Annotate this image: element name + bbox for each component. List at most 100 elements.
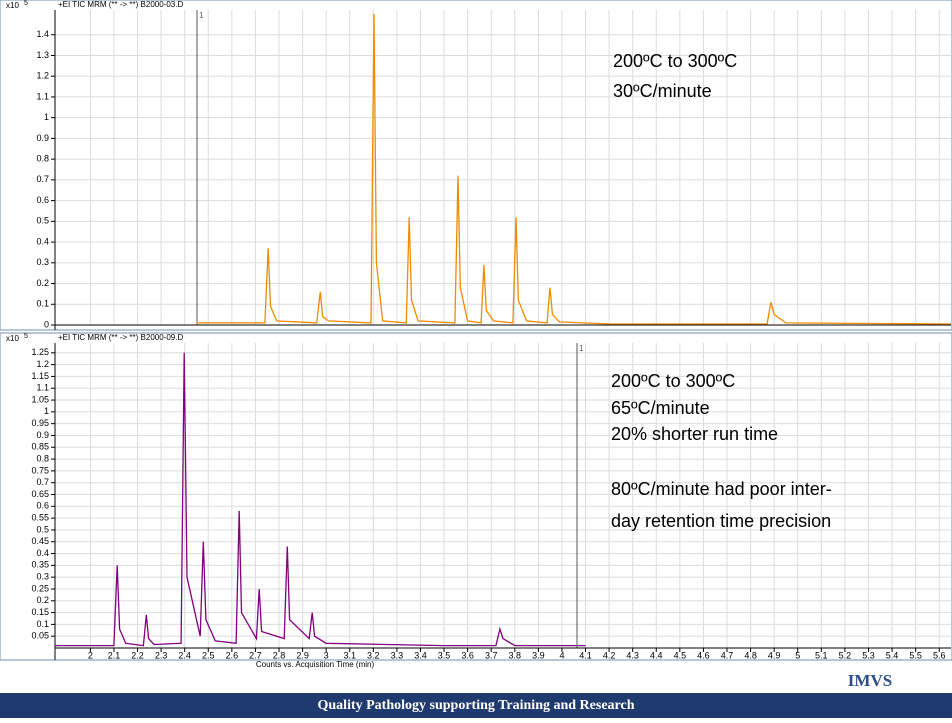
y-tick-label: 0.15 xyxy=(31,607,49,617)
y-tick-label: 1.25 xyxy=(31,347,49,357)
x-tick-label: 5 xyxy=(795,650,800,660)
x-tick-label: 2.2 xyxy=(131,650,144,660)
y-tick-label: 0.4 xyxy=(36,548,49,558)
x-tick-label: 4.5 xyxy=(674,650,687,660)
trace xyxy=(55,352,586,647)
y-tick-label: 0.3 xyxy=(36,572,49,582)
x-tick-label: 2.4 xyxy=(178,650,191,660)
y-tick-label: 0.35 xyxy=(31,560,49,570)
y-tick-label: 0.9 xyxy=(36,133,49,143)
y-tick-label: 1.1 xyxy=(36,383,49,393)
x-tick-label: 3.3 xyxy=(391,650,404,660)
y-tick-label: 0.05 xyxy=(31,631,49,641)
panel-header: +EI TIC MRM (** -> **) B2000-03.D xyxy=(58,0,183,9)
x-tick-label: 3.1 xyxy=(343,650,356,660)
x-tick-label: 5.6 xyxy=(933,650,946,660)
x-tick-label: 2.3 xyxy=(155,650,168,660)
x-tick-label: 4.4 xyxy=(650,650,663,660)
x-tick-label: 4 xyxy=(559,650,564,660)
y-tick-label: 1.2 xyxy=(36,71,49,81)
annotation: 30ºC/minute xyxy=(613,81,712,101)
x-tick-label: 4.7 xyxy=(721,650,734,660)
y-tick-label: 0.95 xyxy=(31,418,49,428)
x-tick-label: 3.6 xyxy=(461,650,474,660)
y-tick-label: 1.3 xyxy=(36,50,49,60)
y-tick-label: 0.7 xyxy=(36,477,49,487)
y-exponent: 5 xyxy=(24,333,28,340)
x-tick-label: 3.5 xyxy=(438,650,451,660)
y-tick-label: 0 xyxy=(44,319,49,329)
y-tick-label: 1.4 xyxy=(36,29,49,39)
y-tick-label: 0.8 xyxy=(36,453,49,463)
x-tick-label: 2.1 xyxy=(108,650,121,660)
trace xyxy=(196,13,952,325)
y-tick-label: 0.6 xyxy=(36,195,49,205)
x-tick-label: 2.6 xyxy=(226,650,239,660)
y-tick-label: 0.1 xyxy=(36,299,49,309)
y-exponent: 5 xyxy=(24,0,28,7)
y-tick-label: 0.45 xyxy=(31,536,49,546)
annotation: 200ºC to 300ºC xyxy=(613,51,737,71)
x-tick-label: 2.8 xyxy=(273,650,286,660)
annotation: day retention time precision xyxy=(611,511,831,531)
x-tick-label: 2.7 xyxy=(249,650,262,660)
x-tick-label: 4.1 xyxy=(579,650,592,660)
annotation: 65ºC/minute xyxy=(611,398,710,418)
y-tick-label: 0.25 xyxy=(31,583,49,593)
y-tick-label: 1.05 xyxy=(31,394,49,404)
x-tick-label: 5.5 xyxy=(909,650,922,660)
y-tick-label: 0.2 xyxy=(36,278,49,288)
y-tick-label: 0.75 xyxy=(31,465,49,475)
x-tick-label: 2.5 xyxy=(202,650,215,660)
x-tick-label: 3.9 xyxy=(532,650,545,660)
y-tick-label: 1 xyxy=(44,112,49,122)
y-tick-label: 0.55 xyxy=(31,512,49,522)
footer-text: Quality Pathology supporting Training an… xyxy=(318,698,635,713)
y-tick-label: 0.2 xyxy=(36,595,49,605)
y-tick-label: 0.6 xyxy=(36,501,49,511)
y-tick-label: 1.1 xyxy=(36,91,49,101)
y-tick-label: 0.9 xyxy=(36,430,49,440)
y-tick-label: 1 xyxy=(44,406,49,416)
range-marker-label: 1 xyxy=(199,11,204,20)
y-tick-label: 0.7 xyxy=(36,174,49,184)
panel-frame xyxy=(0,0,952,331)
x-axis-label: Counts vs. Acquisition Time (min) xyxy=(256,660,375,669)
x-tick-label: 4.2 xyxy=(603,650,616,660)
x-tick-label: 5.4 xyxy=(886,650,899,660)
x-tick-label: 4.8 xyxy=(744,650,757,660)
x-tick-label: 3 xyxy=(324,650,329,660)
y-tick-label: 1.15 xyxy=(31,371,49,381)
range-marker-label: 1 xyxy=(579,344,584,353)
x-tick-label: 3.2 xyxy=(367,650,380,660)
y-tick-label: 0.5 xyxy=(36,216,49,226)
annotation: 80ºC/minute had poor inter- xyxy=(611,479,832,499)
x-tick-label: 5.2 xyxy=(839,650,852,660)
x-tick-label: 3.7 xyxy=(485,650,498,660)
annotation: 20% shorter run time xyxy=(611,424,778,444)
x-tick-label: 4.6 xyxy=(697,650,710,660)
x-tick-label: 4.9 xyxy=(768,650,781,660)
x-tick-label: 5.1 xyxy=(815,650,828,660)
x-tick-label: 2.9 xyxy=(296,650,309,660)
y-tick-label: 1.2 xyxy=(36,359,49,369)
y-tick-label: 0.85 xyxy=(31,442,49,452)
logo: IMVS xyxy=(848,671,892,690)
x-tick-label: 2 xyxy=(88,650,93,660)
annotation: 200ºC to 300ºC xyxy=(611,371,735,391)
y-multiplier: x10 xyxy=(6,334,19,343)
y-tick-label: 0.3 xyxy=(36,257,49,267)
y-tick-label: 0.65 xyxy=(31,489,49,499)
y-tick-label: 0.4 xyxy=(36,236,49,246)
y-multiplier: x10 xyxy=(6,1,19,10)
x-tick-label: 5.3 xyxy=(862,650,875,660)
panel-frame xyxy=(0,332,952,661)
y-tick-label: 0.1 xyxy=(36,619,49,629)
x-tick-label: 3.8 xyxy=(509,650,522,660)
y-tick-label: 0.8 xyxy=(36,154,49,164)
footer-bar xyxy=(0,693,952,718)
y-tick-label: 0.5 xyxy=(36,524,49,534)
panel-header: +EI TIC MRM (** -> **) B2000-09.D xyxy=(58,333,183,342)
x-tick-label: 4.3 xyxy=(626,650,639,660)
